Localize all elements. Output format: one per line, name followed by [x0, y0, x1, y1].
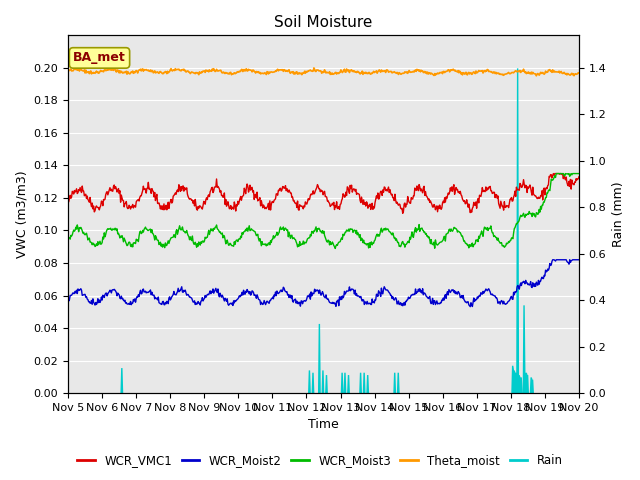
Title: Soil Moisture: Soil Moisture	[275, 15, 372, 30]
Y-axis label: Rain (mm): Rain (mm)	[612, 181, 625, 247]
Y-axis label: VWC (m3/m3): VWC (m3/m3)	[15, 170, 28, 258]
X-axis label: Time: Time	[308, 419, 339, 432]
Text: BA_met: BA_met	[73, 51, 126, 64]
Legend: WCR_VMC1, WCR_Moist2, WCR_Moist3, Theta_moist, Rain: WCR_VMC1, WCR_Moist2, WCR_Moist3, Theta_…	[72, 449, 568, 472]
